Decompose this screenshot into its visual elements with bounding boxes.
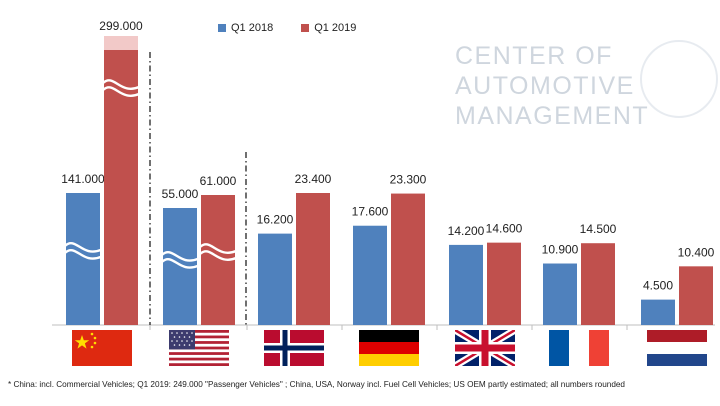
- bar-france-q1-2019: [581, 243, 615, 325]
- axis-break-wave-china-q1-2019-0: [102, 79, 140, 90]
- logo-line-1: CENTER OF: [455, 42, 613, 70]
- data-label-france-q1-2018: 10.900: [542, 243, 579, 257]
- data-label-norway-q1-2019: 23.400: [295, 172, 332, 186]
- bar-netherlands-q1-2019: [679, 266, 713, 325]
- axis-break-wave-china-q1-2018-1: [64, 249, 102, 260]
- logo-line-2: AUTOMOTIVE: [455, 72, 635, 100]
- center-of-automotive-management-logo: CENTER OF AUTOMOTIVE MANAGEMENT: [455, 40, 720, 132]
- usa-flag-icon: [169, 330, 229, 366]
- data-label-china-q1-2018: 141.000: [61, 172, 105, 186]
- footnote: * China: incl. Commercial Vehicles; Q1 2…: [8, 380, 625, 389]
- germany-flag-icon: [359, 330, 419, 366]
- axis-break-wave-usa-q1-2019-1: [199, 250, 237, 261]
- legend-item-q1-2019: Q1 2019: [301, 22, 356, 34]
- data-label-norway-q1-2018: 16.200: [257, 213, 294, 227]
- bar-netherlands-q1-2018: [641, 299, 675, 325]
- axis-break-wave-usa-q1-2019-0: [199, 243, 237, 254]
- data-label-netherlands-q1-2019: 10.400: [678, 245, 715, 259]
- uk-flag-icon: [455, 330, 515, 366]
- data-label-germany-q1-2018: 17.600: [352, 205, 389, 219]
- logo-line-3: MANAGEMENT: [455, 102, 650, 130]
- china-flag-icon: [72, 330, 132, 366]
- data-label-germany-q1-2019: 23.300: [390, 173, 427, 187]
- data-label-usa-q1-2019: 61.000: [200, 174, 237, 188]
- bar-germany-q1-2019: [391, 193, 425, 325]
- bar-germany-q1-2018: [353, 225, 387, 325]
- axis-break-wave-usa-q1-2018-0: [161, 251, 199, 262]
- axis-break-wave-usa-q1-2018-1: [161, 258, 199, 269]
- bar-segment-china-commercial: [104, 36, 138, 50]
- legend-swatch-q1-2019: [301, 24, 310, 32]
- bar-uk-q1-2018: [449, 244, 483, 325]
- bar-norway-q1-2018: [258, 233, 292, 325]
- legend-swatch-q1-2018: [218, 24, 226, 32]
- steering-wheel-logo-icon: [640, 40, 718, 118]
- bar-norway-q1-2019: [296, 193, 330, 325]
- bar-china-q1-2019: [104, 50, 138, 325]
- data-label-uk-q1-2018: 14.200: [448, 224, 485, 238]
- legend-item-q1-2018: Q1 2018: [218, 22, 273, 34]
- data-label-usa-q1-2018: 55.000: [162, 187, 199, 201]
- netherlands-flag-icon: [647, 330, 707, 366]
- norway-flag-icon: [264, 330, 324, 366]
- france-flag-icon: [549, 330, 609, 366]
- axis-break-wave-china-q1-2019-1: [102, 86, 140, 97]
- data-label-uk-q1-2019: 14.600: [486, 222, 523, 236]
- bar-uk-q1-2019: [487, 242, 521, 325]
- data-label-france-q1-2019: 14.500: [580, 222, 617, 236]
- data-label-netherlands-q1-2018: 4.500: [643, 279, 673, 293]
- data-label-china-q1-2019: 299.000: [99, 19, 143, 33]
- legend: Q1 2018 Q1 2019: [218, 22, 356, 34]
- axis-break-wave-china-q1-2018-0: [64, 242, 102, 253]
- legend-label-q1-2018: Q1 2018: [231, 22, 274, 34]
- bar-france-q1-2018: [543, 263, 577, 325]
- legend-label-q1-2019: Q1 2019: [314, 22, 357, 34]
